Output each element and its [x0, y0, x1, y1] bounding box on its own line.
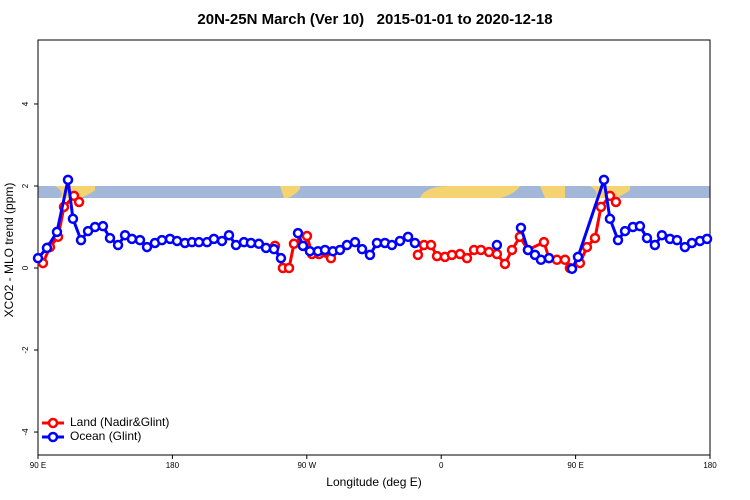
point: [141, 241, 153, 253]
point: [334, 244, 346, 256]
point: [589, 232, 601, 244]
point: [73, 196, 85, 208]
x-axis-label: Longitude (deg E): [326, 475, 421, 489]
point: [402, 231, 414, 243]
point: [260, 242, 272, 254]
point: [595, 201, 607, 213]
y-tick-label: 0: [21, 265, 30, 270]
plot-frame: [37, 39, 711, 456]
point: [364, 249, 376, 261]
point: [283, 262, 295, 274]
x-tick-label: 90 E: [567, 461, 583, 470]
point: [641, 232, 653, 244]
x-tick-label: 180: [703, 461, 717, 470]
point: [104, 232, 116, 244]
point: [412, 249, 424, 261]
point: [301, 230, 313, 242]
point: [356, 243, 368, 255]
point: [491, 248, 503, 260]
point: [62, 174, 74, 186]
point: [604, 213, 616, 225]
point: [409, 237, 421, 249]
point: [134, 234, 146, 246]
point: [156, 234, 168, 246]
x-tick-label: 180: [166, 461, 180, 470]
point: [297, 240, 309, 252]
point: [425, 239, 437, 251]
point: [67, 213, 79, 225]
point: [394, 235, 406, 247]
point: [598, 174, 610, 186]
point: [97, 220, 109, 232]
point: [535, 254, 547, 266]
point: [75, 234, 87, 246]
point: [32, 252, 44, 264]
legend-marker: [47, 431, 59, 443]
legend-marker: [47, 417, 59, 429]
y-tick-label: 4: [21, 101, 30, 106]
point: [268, 243, 280, 255]
point: [610, 196, 622, 208]
point: [522, 244, 534, 256]
point: [446, 249, 458, 261]
x-tick-label: 90 E: [30, 461, 46, 470]
y-tick-label: -4: [21, 428, 30, 436]
point: [288, 238, 300, 250]
x-tick-label: 90 W: [297, 461, 316, 470]
point: [559, 254, 571, 266]
point: [112, 239, 124, 251]
point: [701, 233, 713, 245]
point: [208, 233, 220, 245]
y-tick-label: 2: [21, 183, 30, 188]
point: [475, 244, 487, 256]
point: [319, 244, 331, 256]
point: [349, 236, 361, 248]
point: [506, 244, 518, 256]
point: [634, 220, 646, 232]
chart-title: 20N-25N March (Ver 10) 2015-01-01 to 202…: [197, 11, 552, 28]
point: [686, 237, 698, 249]
point: [619, 225, 631, 237]
point: [656, 229, 668, 241]
y-tick-label: -2: [21, 346, 30, 354]
point: [386, 239, 398, 251]
x-tick-label: 0: [439, 461, 444, 470]
point: [193, 236, 205, 248]
point: [566, 263, 578, 275]
point: [572, 251, 584, 263]
point: [649, 239, 661, 251]
point: [671, 234, 683, 246]
y-axis-label: XCO2 - MLO trend (ppm): [2, 183, 16, 318]
point: [499, 258, 511, 270]
point: [51, 226, 63, 238]
point: [491, 239, 503, 251]
point: [581, 241, 593, 253]
point: [543, 252, 555, 264]
point: [216, 235, 228, 247]
point: [461, 252, 473, 264]
point: [304, 245, 316, 257]
point: [223, 229, 235, 241]
legend-label: Ocean (Glint): [70, 429, 141, 443]
point: [126, 233, 138, 245]
point: [515, 222, 527, 234]
legend-label: Land (Nadir&Glint): [70, 415, 169, 429]
point: [41, 242, 53, 254]
point: [538, 236, 550, 248]
point: [275, 252, 287, 264]
point: [341, 239, 353, 251]
point: [612, 234, 624, 246]
point: [292, 227, 304, 239]
